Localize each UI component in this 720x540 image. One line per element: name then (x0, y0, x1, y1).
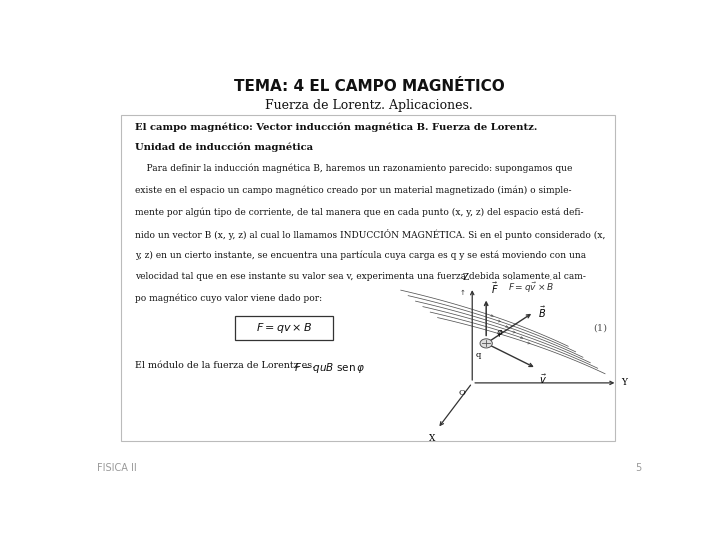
Text: $\vec{B}$: $\vec{B}$ (538, 305, 546, 320)
FancyBboxPatch shape (235, 316, 333, 341)
Text: X: X (429, 434, 436, 443)
Text: $\varphi$: $\varphi$ (496, 328, 504, 339)
Text: Fuerza de Lorentz. Aplicaciones.: Fuerza de Lorentz. Aplicaciones. (265, 99, 473, 112)
Text: Unidad de inducción magnética: Unidad de inducción magnética (135, 142, 312, 152)
Text: y, z) en un cierto instante, se encuentra una partícula cuya carga es q y se est: y, z) en un cierto instante, se encuentr… (135, 250, 586, 260)
Text: q: q (476, 351, 481, 359)
Text: FISICA II: FISICA II (96, 463, 137, 473)
Text: 5: 5 (635, 463, 642, 473)
Text: (1): (1) (593, 324, 608, 333)
Text: El campo magnético: Vector inducción magnética B. Fuerza de Lorentz.: El campo magnético: Vector inducción mag… (135, 122, 537, 132)
Text: existe en el espacio un campo magnético creado por un material magnetizado (imán: existe en el espacio un campo magnético … (135, 185, 571, 195)
Text: $\mathit{F} = q\mathit{v} \times \mathit{B}$: $\mathit{F} = q\mathit{v} \times \mathit… (256, 321, 312, 335)
Text: $\vec{F}$: $\vec{F}$ (490, 280, 498, 295)
Text: $\vec{v}$: $\vec{v}$ (539, 373, 547, 386)
Text: Y: Y (621, 379, 627, 387)
Text: Para definir la inducción magnética B, haremos un razonamiento parecido: suponga: Para definir la inducción magnética B, h… (135, 164, 572, 173)
Text: ↑: ↑ (459, 291, 465, 296)
Text: velocidad tal que en ese instante su valor sea v, experimenta una fuerza debida : velocidad tal que en ese instante su val… (135, 272, 585, 281)
Circle shape (480, 339, 492, 348)
FancyBboxPatch shape (121, 114, 615, 441)
Text: O: O (459, 389, 466, 397)
Text: El módulo de la fuerza de Lorentz es.: El módulo de la fuerza de Lorentz es. (135, 361, 315, 370)
Text: nido un vector B (x, y, z) al cual lo llamamos INDUCCIÓN MAGNÉTICA. Si en el pun: nido un vector B (x, y, z) al cual lo ll… (135, 228, 605, 240)
Text: $\dot{F} = q\vec{v} \times \dot{B}$: $\dot{F} = q\vec{v} \times \dot{B}$ (508, 279, 554, 295)
Text: $\mathit{F} - q\mathit{u}B\ \mathrm{sen}\,\varphi$: $\mathit{F} - q\mathit{u}B\ \mathrm{sen}… (294, 361, 365, 375)
Text: po magnético cuyo valor viene dado por:: po magnético cuyo valor viene dado por: (135, 294, 322, 303)
Text: Z: Z (463, 273, 469, 282)
Text: mente por algún tipo de corriente, de tal manera que en cada punto (x, y, z) del: mente por algún tipo de corriente, de ta… (135, 207, 583, 217)
Text: TEMA: 4 EL CAMPO MAGNÉTICO: TEMA: 4 EL CAMPO MAGNÉTICO (233, 79, 505, 94)
